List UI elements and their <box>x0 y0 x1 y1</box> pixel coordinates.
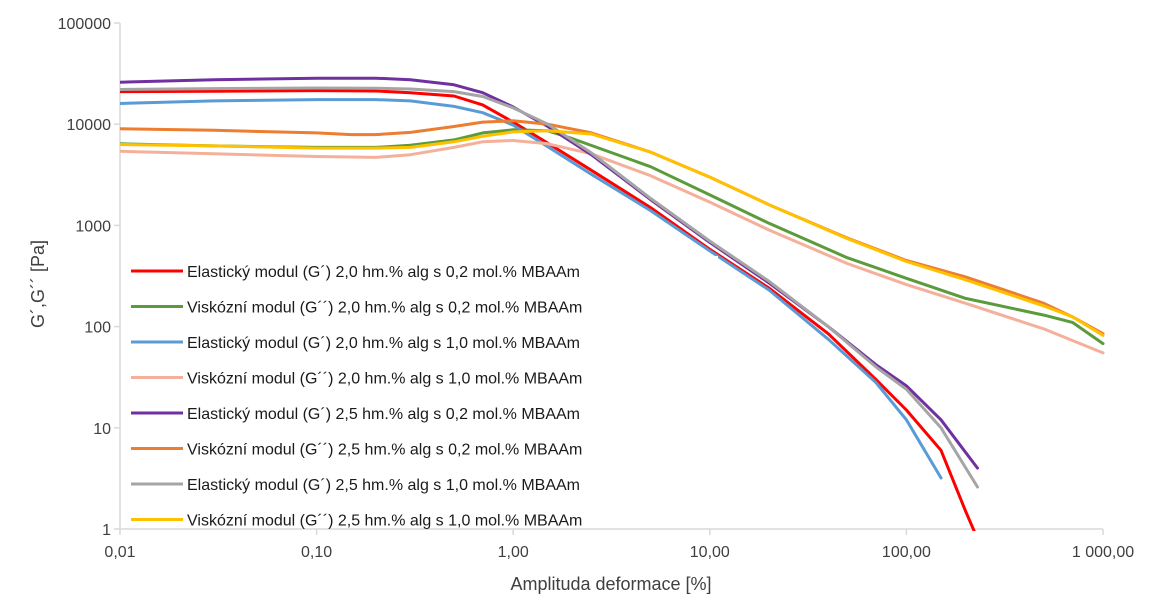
legend-label: Viskózní modul (G´´) 2,5 hm.% alg s 1,0 … <box>187 513 582 530</box>
legend: Elastický modul (G´) 2,0 hm.% alg s 0,2 … <box>128 256 718 530</box>
series-line-8 <box>120 129 1105 337</box>
x-tick-label: 10,00 <box>690 544 730 561</box>
legend-label: Elastický modul (G´) 2,0 hm.% alg s 1,0 … <box>187 335 580 352</box>
legend-label: Viskózní modul (G´´) 2,0 hm.% alg s 1,0 … <box>187 371 582 388</box>
x-tick-labels: 0,01 0,10 1,00 10,00 100,00 1 000,00 <box>104 544 1134 561</box>
legend-label: Elastický modul (G´) 2,0 hm.% alg s 0,2 … <box>187 264 580 281</box>
legend-label: Viskózní modul (G´´) 2,0 hm.% alg s 0,2 … <box>187 300 582 317</box>
x-tick-label: 1 000,00 <box>1072 544 1134 561</box>
x-tick-label: 1,00 <box>498 544 529 561</box>
series-line-1 <box>120 89 976 531</box>
x-tick-label: 100,00 <box>882 544 931 561</box>
x-tick-label: 0,01 <box>104 544 135 561</box>
legend-label: Elastický modul (G´) 2,5 hm.% alg s 0,2 … <box>187 406 580 423</box>
legend-label: Elastický modul (G´) 2,5 hm.% alg s 1,0 … <box>187 477 580 494</box>
y-tick-label: 100000 <box>58 16 111 33</box>
x-axis-title: Amplituda deformace [%] <box>510 574 711 594</box>
series-layer <box>120 76 1105 531</box>
y-tick-label: 10000 <box>67 117 112 134</box>
axes <box>114 22 1104 535</box>
y-tick-label: 10 <box>93 421 111 438</box>
series-line-6 <box>120 119 1105 336</box>
series-line-4 <box>120 139 1105 355</box>
y-tick-labels: 1 10 100 1000 10000 100000 <box>58 16 111 539</box>
series-line-5 <box>120 76 979 470</box>
legend-background <box>128 256 718 526</box>
y-tick-label: 100 <box>84 320 111 337</box>
legend-label: Viskózní modul (G´´) 2,5 hm.% alg s 0,2 … <box>187 442 582 459</box>
y-tick-label: 1 <box>102 522 111 539</box>
series-line-7 <box>120 86 979 489</box>
y-tick-label: 1000 <box>75 218 111 235</box>
y-axis-title: G´,G´´ [Pa] <box>28 240 48 328</box>
series-line-3 <box>120 98 943 480</box>
x-tick-label: 0,10 <box>301 544 332 561</box>
